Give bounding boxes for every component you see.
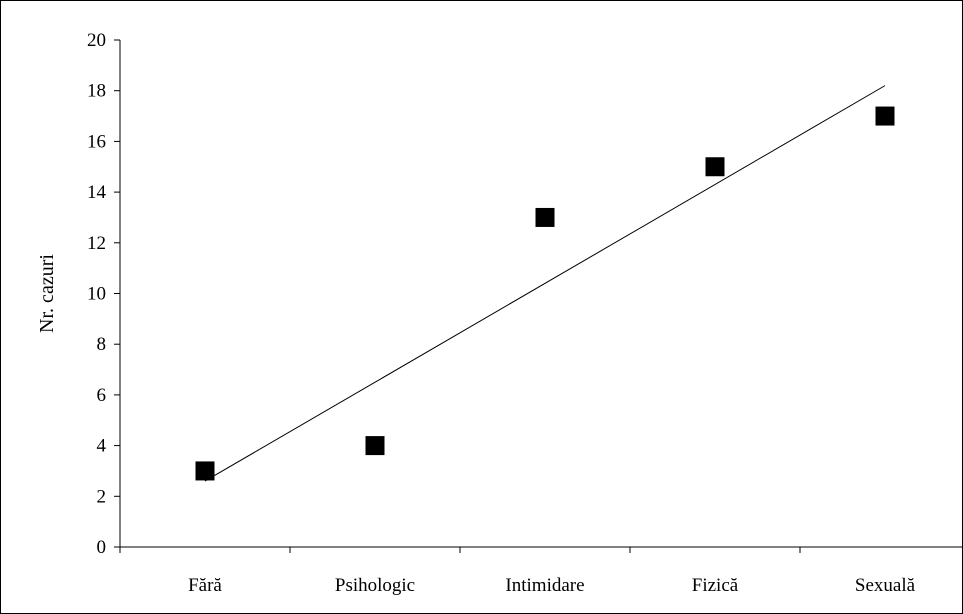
y-tick-label: 18 <box>87 81 106 102</box>
y-tick-label: 4 <box>97 436 107 457</box>
y-tick-label: 12 <box>87 233 106 254</box>
y-tick-label: 8 <box>97 334 107 355</box>
trendline <box>204 85 886 482</box>
data-points <box>195 106 895 481</box>
x-tick-label: Sexuală <box>855 575 916 596</box>
y-tick-label: 20 <box>87 30 106 51</box>
data-point <box>195 461 215 481</box>
y-tick-label: 6 <box>97 385 107 406</box>
y-axis-title: Nr. cazuri <box>36 254 58 333</box>
x-tick-label: Fizică <box>692 575 739 596</box>
x-tick-label: Fără <box>188 575 222 596</box>
y-tick-label: 0 <box>97 537 107 558</box>
y-tick-label: 2 <box>97 486 107 507</box>
y-axis: 0 2 4 6 8 10 12 14 16 18 20 <box>87 30 121 558</box>
y-tick-label: 10 <box>87 284 106 305</box>
x-tick-label: Psihologic <box>335 575 415 596</box>
y-tick-label: 14 <box>87 182 107 203</box>
trendline-group <box>204 85 886 482</box>
data-point <box>705 157 725 177</box>
x-tick-label: Intimidare <box>505 575 584 596</box>
x-axis: Fără Psihologic Intimidare Fizică Sexuală <box>119 546 962 596</box>
data-point <box>535 207 555 227</box>
y-tick-label: 16 <box>87 131 106 152</box>
data-point <box>875 106 895 126</box>
data-point <box>365 436 385 456</box>
